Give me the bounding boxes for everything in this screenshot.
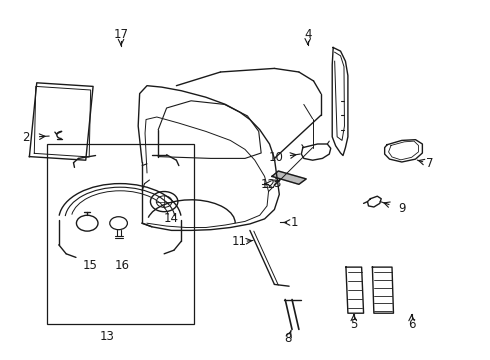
Text: 11: 11: [232, 235, 246, 248]
Text: 14: 14: [164, 212, 179, 225]
Text: 5: 5: [350, 318, 358, 331]
Text: 16: 16: [115, 259, 130, 272]
Text: 17: 17: [114, 28, 128, 41]
Text: 4: 4: [304, 28, 312, 41]
Polygon shape: [272, 171, 306, 184]
Text: 6: 6: [408, 318, 416, 331]
Text: 13: 13: [99, 330, 114, 343]
Text: 8: 8: [284, 332, 292, 345]
Text: 7: 7: [426, 157, 434, 170]
Text: 2: 2: [22, 131, 29, 144]
Text: 1: 1: [291, 216, 298, 229]
Text: 3: 3: [273, 177, 281, 190]
Text: 12: 12: [261, 178, 276, 191]
Text: 10: 10: [269, 151, 284, 164]
Bar: [47, 144, 194, 324]
Text: 15: 15: [82, 259, 97, 272]
Text: 9: 9: [398, 202, 406, 215]
